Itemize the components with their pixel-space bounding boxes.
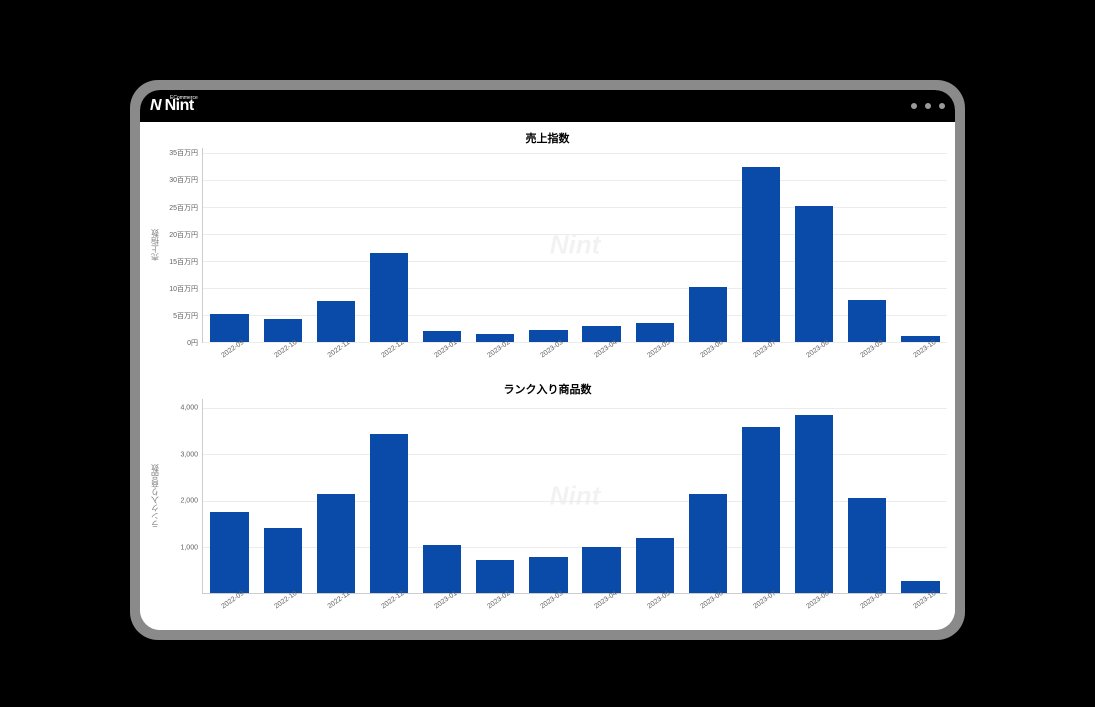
y-tick-label: 0円: [187, 338, 198, 348]
plot-area: Nint: [202, 148, 947, 343]
y-tick-label: 4,000: [180, 405, 198, 412]
brand-logo: N ECommerce Nint: [150, 97, 194, 115]
device-frame: N ECommerce Nint 売上指数 売上指数 0円 5百万円 10百万円 15…: [130, 80, 965, 640]
bar-slot: [469, 148, 522, 342]
bar[interactable]: [795, 206, 833, 342]
bar-slot: [894, 399, 947, 593]
titlebar: N ECommerce Nint: [140, 90, 955, 122]
window-dot-icon[interactable]: [911, 103, 917, 109]
bar[interactable]: [210, 512, 248, 593]
chart-body: ランク入り商品数 1,000 2,000 3,000 4,000 Nint: [148, 399, 947, 594]
bar-slot: [469, 399, 522, 593]
bar-slot: [681, 399, 734, 593]
bar-slot: [894, 148, 947, 342]
bar-slot: [362, 148, 415, 342]
bars: [203, 148, 947, 342]
chart-title: ランク入り商品数: [148, 377, 947, 399]
bar-slot: [628, 399, 681, 593]
y-ticks: 1,000 2,000 3,000 4,000: [162, 399, 202, 594]
bar[interactable]: [742, 427, 780, 593]
bars: [203, 399, 947, 593]
bar-slot: [522, 148, 575, 342]
bar-slot: [628, 148, 681, 342]
bar-slot: [362, 399, 415, 593]
y-axis-label: 売上指数: [148, 148, 162, 343]
device-screen: N ECommerce Nint 売上指数 売上指数 0円 5百万円 10百万円 15…: [140, 90, 955, 630]
bar-slot: [575, 399, 628, 593]
bar-slot: [575, 148, 628, 342]
plot-area: Nint: [202, 399, 947, 594]
y-tick-label: 25百万円: [169, 203, 198, 213]
window-controls: [911, 103, 945, 109]
sales-index-chart: 売上指数 売上指数 0円 5百万円 10百万円 15百万円 20百万円 25百万円 30百万…: [148, 126, 947, 371]
bar-slot: [416, 148, 469, 342]
chart-body: 売上指数 0円5百万円10百万円15百万円20百万円25百万円30百万円35百万…: [148, 148, 947, 343]
bar-slot: [788, 399, 841, 593]
bar-slot: [522, 399, 575, 593]
bar-slot: [734, 399, 787, 593]
y-axis-label: ランク入り商品数: [148, 399, 162, 594]
y-tick-label: 3,000: [180, 451, 198, 458]
x-ticks: 2022-092022-102022-112022-122023-012023-…: [202, 343, 947, 371]
bar[interactable]: [795, 415, 833, 593]
bar-slot: [841, 148, 894, 342]
y-tick-label: 35百万円: [169, 148, 198, 158]
bar[interactable]: [742, 167, 780, 342]
y-tick-label: 20百万円: [169, 230, 198, 240]
window-dot-icon[interactable]: [925, 103, 931, 109]
window-dot-icon[interactable]: [939, 103, 945, 109]
content-area: 売上指数 売上指数 0円 5百万円 10百万円 15百万円 20百万円 25百万円 30百万…: [140, 122, 955, 630]
ranked-products-chart: ランク入り商品数 ランク入り商品数 1,000 2,000 3,000 4,000 N…: [148, 377, 947, 622]
y-tick-label: 1,000: [180, 544, 198, 551]
brand-subtext: ECommerce: [170, 95, 198, 101]
bar-slot: [309, 148, 362, 342]
bar[interactable]: [317, 494, 355, 593]
bar-slot: [416, 399, 469, 593]
y-tick-label: 2,000: [180, 498, 198, 505]
bar-slot: [841, 399, 894, 593]
bar-slot: [681, 148, 734, 342]
bar-slot: [256, 148, 309, 342]
bar-slot: [309, 399, 362, 593]
bar-slot: [203, 148, 256, 342]
x-ticks: 2022-092022-102022-112022-122023-012023-…: [202, 594, 947, 622]
bar-slot: [788, 148, 841, 342]
y-tick-label: 5百万円: [173, 311, 198, 321]
bar-slot: [203, 399, 256, 593]
y-tick-label: 15百万円: [169, 257, 198, 267]
chart-title: 売上指数: [148, 126, 947, 148]
brand-mark-icon: N: [150, 97, 161, 115]
y-tick-label: 30百万円: [169, 175, 198, 185]
bar[interactable]: [370, 253, 408, 342]
bar-slot: [734, 148, 787, 342]
y-tick-label: 10百万円: [169, 284, 198, 294]
bar[interactable]: [370, 434, 408, 593]
bar-slot: [256, 399, 309, 593]
y-ticks: 0円5百万円10百万円15百万円20百万円25百万円30百万円35百万円: [162, 148, 202, 343]
bar[interactable]: [848, 498, 886, 593]
bar[interactable]: [689, 494, 727, 593]
